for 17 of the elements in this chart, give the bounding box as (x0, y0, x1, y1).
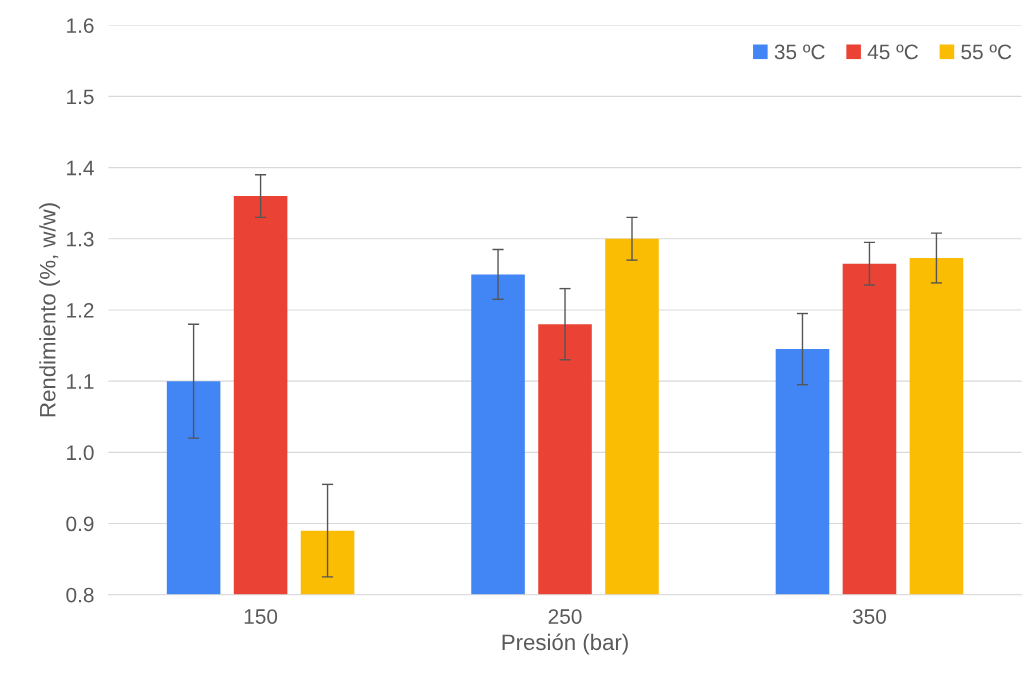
legend-label: 45 ºC (867, 44, 918, 60)
y-tick-label: 1.1 (67, 374, 94, 389)
y-axis-title: Rendimiento (%, w/w) (39, 203, 60, 417)
x-tick-label: 350 (852, 609, 887, 624)
x-axis-title: Presión (bar) (502, 633, 628, 655)
legend-label: 35 ºC (774, 44, 825, 60)
y-tick-label: 0.8 (66, 587, 94, 603)
y-tick-label: 1.5 (67, 89, 94, 105)
y-tick-label: 1.6 (67, 18, 94, 33)
y-tick-label: 0.9 (66, 516, 94, 532)
y-tick-label: 1.0 (67, 445, 94, 461)
x-tick-label: 150 (244, 609, 278, 624)
y-tick-label: 1.4 (67, 160, 94, 176)
legend-label: 55 ºC (961, 44, 1012, 60)
y-tick-label: 1.3 (67, 231, 94, 247)
y-tick-label: 1.2 (67, 302, 94, 318)
x-tick-label: 250 (548, 609, 582, 624)
